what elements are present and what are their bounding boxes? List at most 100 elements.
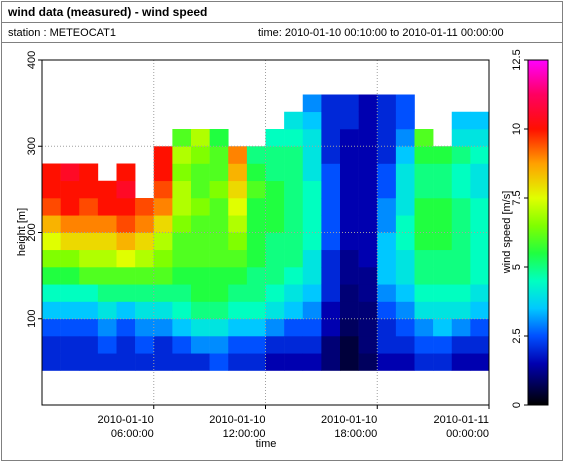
- heatmap-cell: [433, 284, 453, 302]
- heatmap-cell: [265, 353, 285, 371]
- heatmap-cell: [433, 301, 453, 320]
- heatmap-cell: [340, 336, 359, 354]
- heatmap-cell: [42, 163, 61, 182]
- heatmap-cell: [209, 249, 229, 268]
- heatmap-cell: [42, 284, 61, 302]
- heatmap-cell: [358, 163, 378, 182]
- heatmap-cell: [79, 180, 99, 199]
- heatmap-cell: [246, 180, 266, 199]
- heatmap-cell: [321, 146, 341, 164]
- heatmap-cell: [284, 215, 304, 233]
- heatmap-cell: [302, 336, 322, 354]
- heatmap-cell: [246, 146, 266, 164]
- heatmap-cell: [433, 267, 453, 285]
- heatmap-cell: [191, 215, 210, 233]
- heatmap-cell: [42, 318, 61, 337]
- heatmap-cell: [395, 163, 415, 182]
- heatmap-cell: [153, 163, 173, 182]
- heatmap-cell: [42, 267, 61, 285]
- colorbar-label: wind speed [m/s]: [501, 191, 513, 275]
- x-tick-label: 18:00:00: [334, 428, 377, 440]
- heatmap-cell: [358, 129, 378, 147]
- y-tick-label: 400: [26, 51, 38, 69]
- heatmap-cell: [470, 111, 490, 130]
- heatmap-cell: [321, 215, 341, 233]
- heatmap-cell: [377, 267, 397, 285]
- heatmap-cell: [470, 267, 490, 285]
- heatmap-cell: [302, 163, 322, 182]
- heatmap-cell: [470, 249, 490, 268]
- x-tick-label: 06:00:00: [111, 428, 154, 440]
- heatmap-cell: [451, 215, 471, 233]
- heatmap-cell: [265, 198, 285, 216]
- heatmap-cell: [414, 198, 434, 216]
- heatmap-cell: [377, 284, 397, 302]
- heatmap-cell: [321, 232, 341, 251]
- heatmap-cell: [358, 267, 378, 285]
- heatmap-cell: [116, 284, 136, 302]
- colorbar-tick-label: 0: [511, 402, 523, 408]
- heatmap-cell: [116, 318, 136, 337]
- heatmap-cell: [209, 129, 229, 147]
- heatmap-cell: [228, 249, 248, 268]
- heatmap-cell: [97, 249, 117, 268]
- heatmap-cell: [340, 267, 359, 285]
- heatmap-cell: [135, 353, 155, 371]
- heatmap-cell: [209, 146, 229, 164]
- heatmap-cell: [209, 353, 229, 371]
- heatmap-cell: [246, 232, 266, 251]
- heatmap-cell: [433, 353, 453, 371]
- heatmap-cell: [116, 249, 136, 268]
- heatmap-cell: [377, 163, 397, 182]
- heatmap-cell: [451, 301, 471, 320]
- heatmap-cell: [246, 198, 266, 216]
- heatmap-cell: [433, 336, 453, 354]
- heatmap-cell: [302, 198, 322, 216]
- heatmap-cell: [228, 146, 248, 164]
- heatmap-cell: [470, 180, 490, 199]
- colorbar-tick-label: 2.5: [511, 328, 523, 343]
- heatmap-cell: [79, 249, 99, 268]
- heatmap-cell: [97, 353, 117, 371]
- heatmap-cell: [284, 198, 304, 216]
- heatmap-cell: [340, 146, 359, 164]
- heatmap-cell: [414, 249, 434, 268]
- heatmap-cell: [433, 180, 453, 199]
- x-tick-label: 2010-01-10: [97, 414, 153, 426]
- heatmap-cell: [340, 129, 359, 147]
- heatmap-cell: [246, 267, 266, 285]
- heatmap-cell: [191, 318, 210, 337]
- heatmap-cell: [191, 336, 210, 354]
- heatmap-cell: [340, 180, 359, 199]
- heatmap-cell: [377, 336, 397, 354]
- heatmap-cell: [135, 301, 155, 320]
- heatmap-cell: [191, 249, 210, 268]
- heatmap-cell: [135, 215, 155, 233]
- heatmap-cell: [340, 215, 359, 233]
- heatmap-cell: [209, 180, 229, 199]
- heatmap-cell: [321, 163, 341, 182]
- colorbar: [527, 59, 549, 406]
- heatmap-cell: [153, 198, 173, 216]
- heatmap-cell: [172, 301, 192, 320]
- heatmap-cell: [284, 232, 304, 251]
- heatmap-cell: [414, 318, 434, 337]
- heatmap-cell: [395, 215, 415, 233]
- heatmap-cell: [340, 301, 359, 320]
- heatmap-cell: [246, 336, 266, 354]
- heatmap-cell: [60, 336, 80, 354]
- heatmap-cell: [470, 353, 490, 371]
- heatmap-cell: [302, 318, 322, 337]
- heatmap-cell: [377, 129, 397, 147]
- heatmap-cell: [97, 232, 117, 251]
- heatmap-cell: [395, 129, 415, 147]
- heatmap-cell: [414, 215, 434, 233]
- heatmap-cell: [42, 232, 61, 251]
- heatmap-cell: [377, 111, 397, 130]
- heatmap-cell: [414, 353, 434, 371]
- colorbar-tick-label: 12.5: [511, 49, 523, 70]
- heatmap-cell: [97, 284, 117, 302]
- heatmap-cell: [228, 180, 248, 199]
- heatmap-cell: [470, 232, 490, 251]
- heatmap-cell: [340, 353, 359, 371]
